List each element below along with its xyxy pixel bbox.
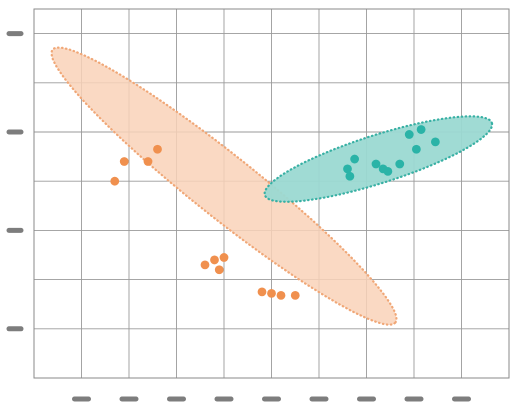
data-point-series-1 xyxy=(153,144,162,154)
data-point-series-2 xyxy=(371,159,381,169)
data-point-series-2 xyxy=(430,137,440,147)
cluster-ellipse-1 xyxy=(50,46,398,326)
data-point-series-1 xyxy=(143,157,153,166)
data-point-series-1 xyxy=(290,290,300,300)
data-point-series-1 xyxy=(200,260,210,270)
axis-ticks xyxy=(6,31,471,402)
data-point-series-2 xyxy=(350,154,360,164)
data-point-series-1 xyxy=(119,157,129,166)
data-point-series-1 xyxy=(210,255,219,265)
cluster-ellipse-2 xyxy=(263,115,494,203)
data-point-series-1 xyxy=(110,176,120,186)
data-point-series-1 xyxy=(219,253,229,262)
data-point-series-1 xyxy=(214,265,224,275)
data-point-series-2 xyxy=(404,130,414,139)
data-point-series-2 xyxy=(411,144,421,154)
data-point-series-1 xyxy=(276,290,286,300)
data-point-series-2 xyxy=(416,125,426,134)
data-points xyxy=(110,125,440,300)
data-point-series-2 xyxy=(343,164,352,174)
plot-frame xyxy=(33,8,510,379)
data-point-series-2 xyxy=(383,166,393,176)
data-point-series-1 xyxy=(257,287,267,297)
data-point-series-1 xyxy=(267,288,276,298)
data-point-series-2 xyxy=(345,171,355,181)
data-point-series-2 xyxy=(395,159,405,169)
